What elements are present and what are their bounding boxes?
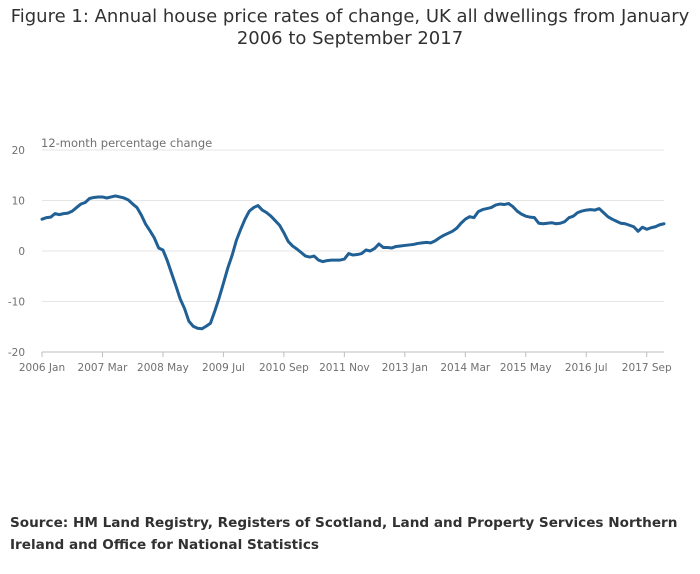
y-axis-tick-labels: 20 10 0 -10 -20 bbox=[8, 145, 25, 359]
line-chart: 20 10 0 -10 -20 2006 Jan 2007 Mar 2008 May 2009… bbox=[8, 136, 672, 374]
x-tick-label: 2008 May bbox=[137, 362, 189, 374]
x-tick-label: 2010 Sep bbox=[259, 362, 309, 374]
y-tick-label: 10 bbox=[12, 196, 25, 208]
x-tick-label: 2007 Mar bbox=[78, 362, 129, 374]
series-line bbox=[40, 194, 666, 331]
x-tick-label: 2013 Jan bbox=[382, 362, 428, 374]
x-tick-label: 2015 May bbox=[500, 362, 552, 374]
chart-title: Figure 1: Annual house price rates of ch… bbox=[10, 6, 690, 49]
x-tick-label: 2017 Sep bbox=[622, 362, 672, 374]
y-tick-label: -20 bbox=[8, 347, 25, 359]
x-tick-label: 2016 Jul bbox=[565, 362, 608, 374]
x-tick-label: 2009 Jul bbox=[202, 362, 245, 374]
x-tick-label: 2006 Jan bbox=[19, 362, 65, 374]
y-tick-label: 0 bbox=[18, 246, 25, 258]
x-tick-label: 2014 Mar bbox=[440, 362, 491, 374]
source-note: Source: HM Land Registry, Registers of S… bbox=[10, 515, 678, 553]
y-tick-label: 20 bbox=[12, 145, 25, 157]
x-axis-tick-labels: 2006 Jan 2007 Mar 2008 May 2009 Jul 2010 Sep… bbox=[19, 362, 672, 374]
y-tick-label: -10 bbox=[8, 297, 25, 309]
y-axis-label: 12-month percentage change bbox=[41, 136, 212, 150]
x-tick-label: 2011 Nov bbox=[319, 362, 370, 374]
x-axis bbox=[41, 351, 664, 357]
gridlines bbox=[42, 149, 664, 302]
